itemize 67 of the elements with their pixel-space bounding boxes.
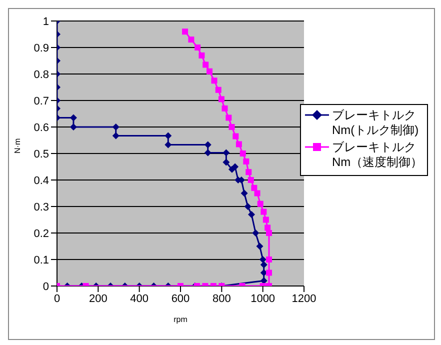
- point: [240, 150, 246, 156]
- point: [164, 132, 172, 140]
- point: [70, 124, 77, 130]
- point: [70, 114, 77, 122]
- legend-label: ブレーキトルクNm(トルク制御): [332, 108, 420, 138]
- point: [260, 208, 267, 215]
- point: [257, 200, 264, 207]
- x-axis-title: rpm: [174, 315, 188, 324]
- y-tick-label: 0.9: [34, 42, 49, 54]
- point: [222, 149, 230, 156]
- y-tick-label: 1: [42, 16, 49, 28]
- y-tick-label: 0: [42, 280, 49, 293]
- point: [246, 169, 252, 176]
- point: [222, 158, 230, 166]
- x-tick-label: 400: [130, 292, 149, 305]
- y-tick-label: 0.2: [34, 228, 49, 240]
- x-tick-label: 600: [171, 292, 190, 305]
- y-tick-label: 0.8: [34, 68, 49, 81]
- point: [182, 28, 188, 35]
- point: [228, 124, 235, 130]
- point: [215, 86, 222, 93]
- point: [188, 36, 194, 43]
- point: [243, 158, 250, 164]
- y-tick-label: 0.1: [34, 254, 49, 266]
- point: [244, 203, 252, 210]
- y-tick-label: 0.6: [34, 122, 49, 134]
- point: [264, 224, 271, 231]
- y-tick-label: 0.5: [34, 148, 49, 160]
- point: [218, 96, 224, 102]
- point: [266, 230, 272, 236]
- point: [240, 190, 248, 197]
- point: [222, 105, 228, 112]
- point: [262, 216, 269, 223]
- point: [211, 78, 218, 84]
- point: [254, 190, 260, 196]
- point: [248, 210, 256, 218]
- point: [112, 132, 120, 140]
- point: [164, 141, 172, 148]
- point: [260, 261, 268, 268]
- point: [202, 62, 209, 68]
- point: [259, 256, 266, 263]
- point: [198, 52, 205, 58]
- point: [252, 230, 260, 236]
- x-tick-label: 200: [88, 292, 108, 305]
- legend-label: ブレーキトルクNm（速度制御）: [332, 140, 423, 170]
- point: [266, 256, 272, 262]
- y-tick-label: 0.7: [34, 95, 49, 108]
- point: [256, 242, 264, 250]
- point: [204, 149, 212, 156]
- x-tick-label: 0: [54, 292, 60, 305]
- point: [266, 270, 272, 276]
- point: [204, 141, 212, 148]
- y-tick-label: 0.4: [34, 174, 49, 187]
- x-tick-label: 1200: [292, 292, 316, 305]
- point: [236, 141, 242, 148]
- y-tick-label: 0.3: [34, 201, 49, 214]
- point: [194, 44, 201, 50]
- point: [232, 133, 239, 140]
- y-axis-title: N·m: [12, 138, 22, 154]
- point: [251, 184, 258, 191]
- point: [112, 124, 120, 130]
- x-tick-label: 1000: [250, 292, 276, 305]
- x-tick-label: 800: [212, 292, 231, 305]
- point: [226, 114, 232, 121]
- point: [248, 177, 254, 183]
- point: [232, 163, 239, 170]
- point: [206, 68, 213, 74]
